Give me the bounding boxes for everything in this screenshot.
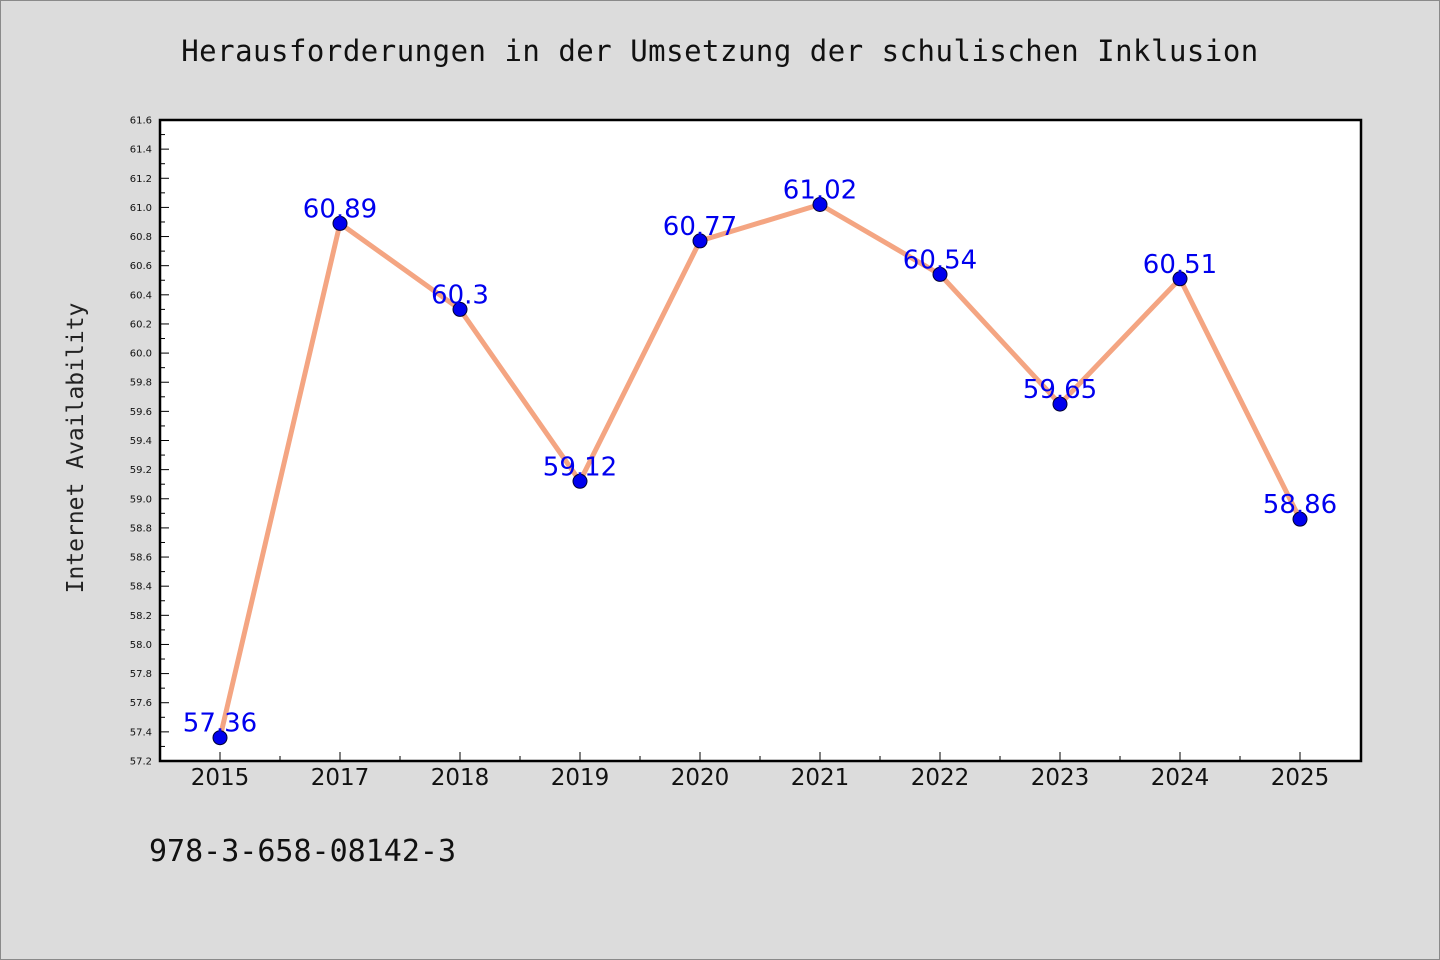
data-point — [692, 233, 708, 249]
y-tick-label: 57.6 — [130, 698, 152, 709]
x-tick-label: 2018 — [431, 765, 490, 791]
y-tick-label: 58.6 — [130, 553, 152, 564]
x-tick-label: 2022 — [911, 765, 970, 791]
series-line — [217, 201, 1303, 741]
y-tick-label: 60.4 — [130, 290, 152, 301]
x-tick-label: 2017 — [311, 765, 370, 791]
y-tick-label: 59.0 — [130, 494, 152, 505]
y-tick-label: 58.0 — [130, 640, 152, 651]
x-tick-label: 2025 — [1271, 765, 1330, 791]
data-label: 57.36 — [183, 709, 257, 739]
y-tick-label: 60.0 — [130, 349, 152, 360]
y-tick-label: 59.6 — [130, 407, 152, 418]
data-label: 60.89 — [303, 194, 377, 224]
y-tick-label: 61.6 — [130, 116, 152, 127]
data-point — [212, 730, 228, 746]
data-label: 60.54 — [903, 245, 977, 275]
data-point — [572, 473, 588, 489]
y-tick-label: 61.4 — [130, 145, 152, 156]
y-tick-label: 58.8 — [130, 523, 152, 534]
plot-area — [158, 118, 1363, 763]
y-tick-label: 60.8 — [130, 232, 152, 243]
data-label: 60.77 — [663, 212, 737, 242]
y-tick-label: 59.2 — [130, 465, 152, 476]
y-tick-label: 60.2 — [130, 319, 152, 330]
data-label: 59.12 — [543, 452, 617, 482]
data-point — [1172, 271, 1188, 287]
data-point — [1292, 511, 1308, 527]
y-tick-label: 57.2 — [130, 757, 152, 768]
y-tick-label: 59.8 — [130, 378, 152, 389]
y-tick-label: 58.4 — [130, 582, 152, 593]
data-labels: 57.36 60.89 60.3 59.12 60.77 61.02 60.54 59.65 6… — [183, 175, 1337, 738]
y-tick-label: 59.4 — [130, 436, 152, 447]
y-tick-label: 61.2 — [130, 174, 152, 185]
chart-title: Herausforderungen in der Umsetzung der s… — [181, 34, 1259, 68]
y-axis-ticks: 57.2 57.4 57.6 57.8 58.0 58.2 58.4 58.6 58.8 59.0… — [130, 116, 169, 768]
x-tick-label: 2020 — [671, 765, 730, 791]
y-tick-label: 57.4 — [130, 727, 152, 738]
y-tick-label: 61.0 — [130, 203, 152, 214]
data-label: 61.02 — [783, 175, 857, 205]
x-tick-label: 2023 — [1031, 765, 1090, 791]
data-markers — [212, 196, 1308, 746]
x-axis-ticks: 2015 2017 2018 2019 2020 2021 2022 2023 2024 2025 — [191, 752, 1330, 791]
data-label: 60.51 — [1143, 250, 1217, 280]
x-tick-label: 2015 — [191, 765, 250, 791]
data-point — [332, 215, 348, 231]
data-label: 59.65 — [1023, 375, 1097, 405]
x-tick-label: 2021 — [791, 765, 850, 791]
data-point — [812, 196, 828, 212]
data-label: 58.86 — [1263, 490, 1337, 520]
data-point — [452, 301, 468, 317]
data-point — [1052, 396, 1068, 412]
isbn-footer: 978-3-658-08142-3 — [149, 834, 457, 869]
x-tick-label: 2024 — [1151, 765, 1210, 791]
y-tick-label: 57.8 — [130, 669, 152, 680]
y-tick-label: 58.2 — [130, 611, 152, 622]
data-label: 60.3 — [431, 280, 489, 310]
y-tick-label: 60.6 — [130, 261, 152, 272]
x-tick-label: 2019 — [551, 765, 610, 791]
data-point — [932, 266, 948, 282]
